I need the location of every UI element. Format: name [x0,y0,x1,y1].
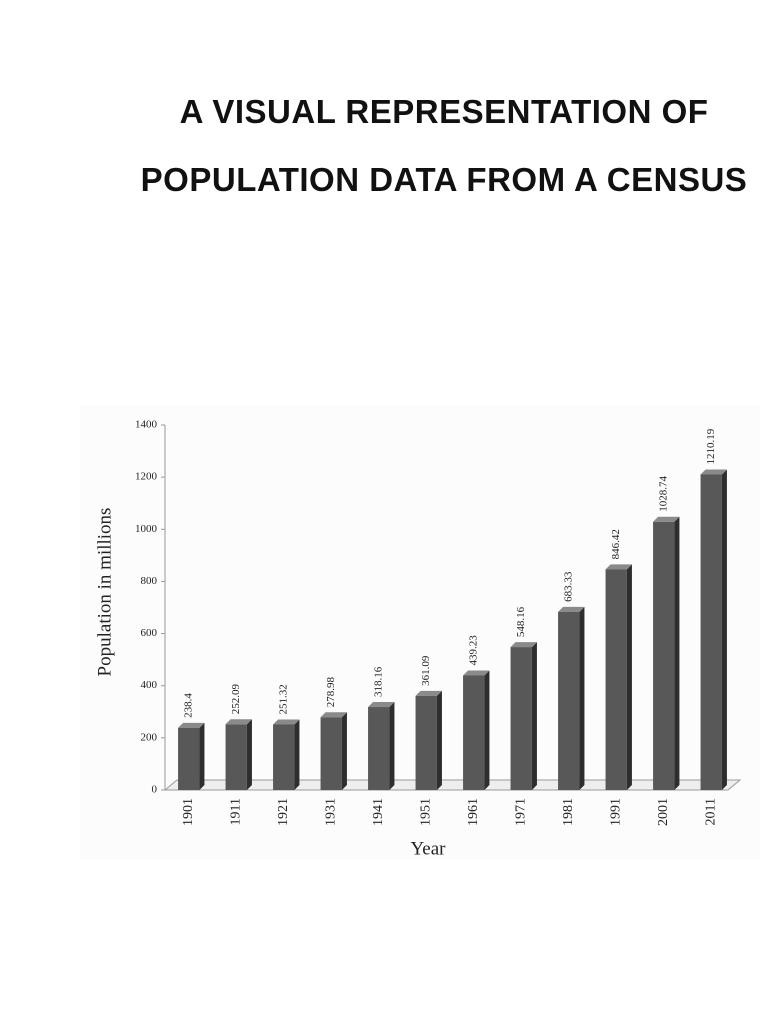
value-label: 683.33 [562,571,574,602]
x-tick-label: 1911 [228,798,243,825]
bar-face [199,722,205,790]
x-tick-label: 1981 [561,798,576,826]
bar-face [225,724,247,790]
value-label: 1210.19 [705,428,717,464]
bar-face [178,727,200,790]
bar [225,719,252,790]
bar-face [605,564,632,570]
bar-face [653,516,680,522]
x-tick-label: 1901 [181,798,196,826]
bar-face [178,722,205,728]
bar-face [579,606,585,790]
y-tick-label: 1200 [135,471,158,483]
x-tick-label: 1941 [371,798,386,826]
bar [510,642,537,790]
value-label: 318.16 [372,666,384,697]
title-line: POPULATION DATA FROM A CENSUS [140,161,748,198]
bar-face [246,719,252,790]
bar-face [510,642,537,648]
bar-face [510,647,532,790]
x-tick-label: 2011 [703,798,718,825]
bar-face [320,712,347,718]
x-tick-label: 1931 [323,798,338,826]
bar-face [294,719,300,790]
bar-face [558,611,580,790]
x-tick-label: 1951 [418,798,433,826]
bar-face [700,474,722,790]
bar-face [653,521,675,790]
bar-face [721,469,727,790]
bar-face [605,569,627,790]
bar-face [341,712,347,790]
bar [605,564,632,790]
bar [700,469,727,790]
bar-face [484,670,490,790]
bar-face [415,690,442,696]
bar-face [320,717,342,790]
value-label: 252.09 [230,684,242,715]
value-label: 361.09 [420,655,432,686]
value-label: 278.98 [325,677,337,708]
bar-face [273,724,295,790]
x-axis-label: Year [410,838,446,859]
bar-face [674,516,680,790]
bar-face [463,675,485,790]
bar [178,722,205,790]
x-tick-label: 2001 [656,798,671,826]
value-label: 439.23 [467,635,479,666]
x-tick-label: 1991 [608,798,623,826]
bar-face [436,690,442,790]
x-tick-label: 1971 [513,798,528,826]
bar-face [531,642,537,790]
y-tick-label: 400 [141,679,158,691]
title-line: A VISUAL REPRESENTATION OF [179,93,709,130]
x-tick-label: 1921 [276,798,291,826]
x-tick-label: 1961 [466,798,481,826]
bar-face [626,564,632,790]
y-tick-label: 800 [141,575,158,587]
bar-face [368,702,395,708]
bar [463,670,490,790]
bar-face [463,670,490,676]
chart-title: A VISUAL REPRESENTATION OF POPULATION DA… [104,78,768,214]
y-tick-label: 1000 [135,523,158,535]
bar [368,702,395,790]
y-tick-label: 1400 [135,419,158,431]
bar [320,712,347,790]
bar [273,719,300,790]
bar-face [273,719,300,725]
value-label: 846.42 [610,529,622,559]
bar-face [700,469,727,475]
value-label: 1028.74 [657,476,669,512]
bar-face [558,606,585,612]
value-label: 251.32 [277,684,289,714]
y-tick-label: 200 [141,731,158,743]
bar-face [389,702,395,790]
y-tick-label: 0 [152,784,158,796]
floor [163,779,742,791]
bar-face [225,719,252,725]
bar [415,690,442,790]
y-axis-label: Population in millions [94,508,115,677]
bar-face [415,695,437,790]
y-tick-label: 600 [141,627,158,639]
value-label: 548.16 [515,606,527,637]
bar-face [368,707,390,790]
value-label: 238.4 [182,693,194,718]
bar [558,606,585,790]
bar [653,516,680,790]
